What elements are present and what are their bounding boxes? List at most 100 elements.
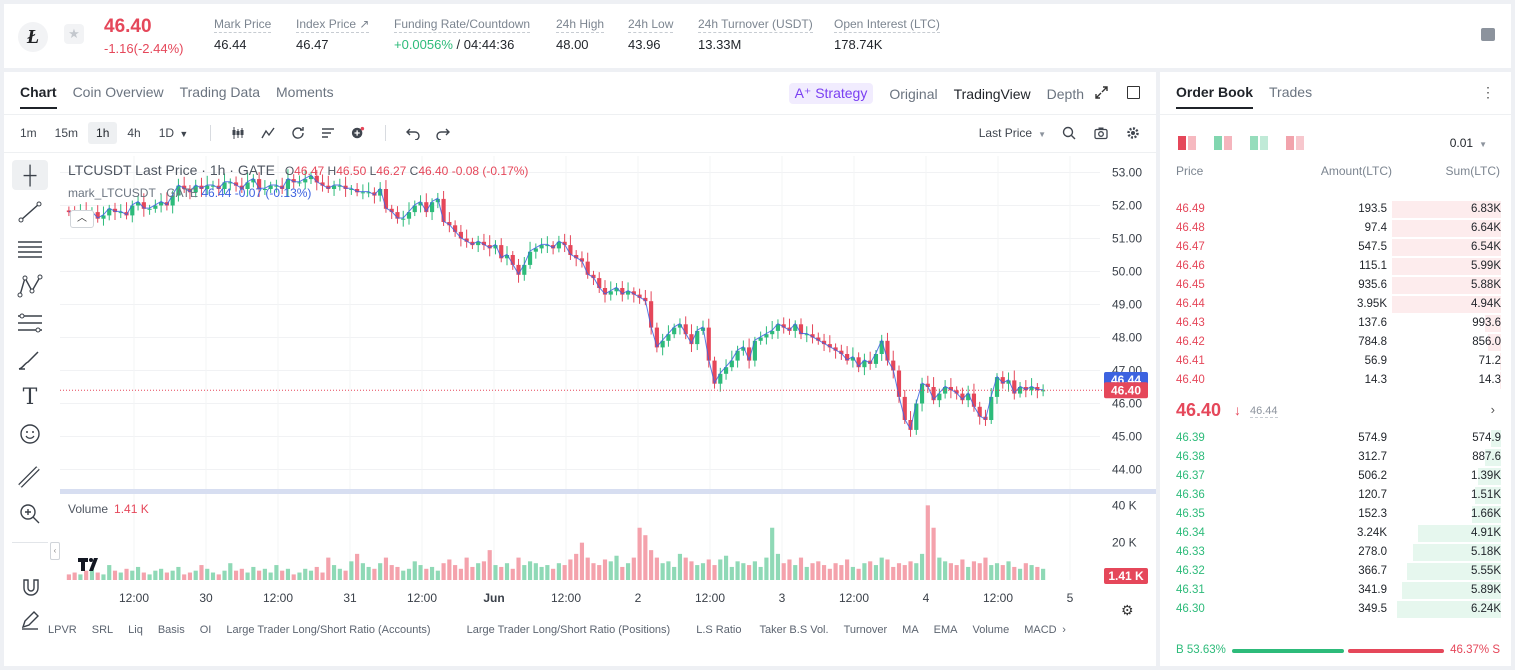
- emoji-icon[interactable]: [12, 419, 48, 449]
- indicator-macd[interactable]: MACD: [1024, 624, 1057, 636]
- price-cell: 46.31: [1176, 584, 1205, 596]
- pattern-icon[interactable]: [12, 271, 48, 301]
- collapse-sidebar-icon[interactable]: ‹: [50, 542, 60, 560]
- camera-icon[interactable]: [1094, 126, 1108, 140]
- ask-row[interactable]: 46.47 547.5 6.54K: [1160, 238, 1511, 257]
- bid-row[interactable]: 46.33 278.0 5.18K: [1160, 543, 1511, 562]
- candles-icon[interactable]: [231, 126, 245, 140]
- price-step-select[interactable]: 0.01 ▼: [1450, 136, 1487, 150]
- indicator-turnover[interactable]: Turnover: [843, 624, 888, 636]
- undo-icon[interactable]: [406, 126, 421, 140]
- tab-chart[interactable]: Chart: [20, 84, 57, 109]
- text-tool-icon[interactable]: T: [22, 384, 38, 410]
- ask-row[interactable]: 46.43 137.6 993.6: [1160, 314, 1511, 333]
- indicator-trader-accounts[interactable]: Large Trader Long/Short Ratio (Accounts): [226, 624, 431, 636]
- bid-row[interactable]: 46.30 349.5 6.24K: [1160, 600, 1511, 619]
- bid-row[interactable]: 46.36 120.7 1.51K: [1160, 486, 1511, 505]
- timeframe-1d[interactable]: 1D ▼: [151, 122, 197, 144]
- tab-coin-overview[interactable]: Coin Overview: [72, 84, 164, 100]
- tab-trades[interactable]: Trades: [1269, 84, 1313, 100]
- bid-row[interactable]: 46.35 152.3 1.66K: [1160, 505, 1511, 524]
- redo-icon[interactable]: [436, 126, 451, 140]
- strategy-button[interactable]: A⁺ Strategy: [788, 83, 874, 104]
- price-chart[interactable]: 53.0052.0051.0050.0049.0048.0047.0046.00…: [60, 156, 1156, 608]
- search-icon[interactable]: [1062, 126, 1076, 140]
- more-options-icon[interactable]: ⋮: [1481, 84, 1495, 100]
- bid-row[interactable]: 46.31 341.9 5.89K: [1160, 581, 1511, 600]
- book-icon[interactable]: [1481, 28, 1495, 41]
- indicator-oi[interactable]: OI: [199, 624, 212, 636]
- brush-icon[interactable]: [12, 345, 48, 375]
- window-icon[interactable]: [1127, 86, 1140, 99]
- indicator-trader-positions[interactable]: Large Trader Long/Short Ratio (Positions…: [466, 624, 671, 636]
- x-tick-label: 12:00: [839, 591, 869, 605]
- view-tradingview[interactable]: TradingView: [953, 85, 1031, 102]
- price-type-select[interactable]: Last Price ▼: [979, 126, 1046, 140]
- sum-cell: 5.88K: [1470, 279, 1501, 291]
- indicators-icon[interactable]: [261, 126, 275, 140]
- ask-row[interactable]: 46.46 115.1 5.99K: [1160, 257, 1511, 276]
- favorite-star-icon[interactable]: ★: [64, 24, 84, 44]
- volume-bar: [135, 566, 141, 580]
- timeframe-4h[interactable]: 4h: [127, 126, 141, 140]
- ask-row[interactable]: 46.41 56.9 71.2: [1160, 352, 1511, 371]
- candle: [135, 202, 141, 206]
- amount-cell: 574.9: [1358, 432, 1387, 444]
- chart-settings-icon[interactable]: ⚙: [1121, 602, 1134, 618]
- templates-icon[interactable]: [321, 126, 335, 140]
- index-price-stat[interactable]: Index Price ↗ 46.47: [296, 17, 370, 52]
- indicator-ema[interactable]: EMA: [933, 624, 958, 636]
- indicator-ls-ratio[interactable]: L.S Ratio: [696, 624, 742, 636]
- bid-row[interactable]: 46.39 574.9 574.9: [1160, 429, 1511, 448]
- indicator-ma[interactable]: MA: [902, 624, 919, 636]
- view-depth[interactable]: Depth: [1046, 85, 1084, 102]
- ask-row[interactable]: 46.42 784.8 856.0: [1160, 333, 1511, 352]
- both-sides-alt-icon[interactable]: [1214, 136, 1232, 150]
- view-original[interactable]: Original: [889, 85, 938, 102]
- index-price-label[interactable]: Index Price ↗: [296, 17, 370, 33]
- zoom-in-icon[interactable]: [12, 499, 48, 529]
- lock-drawing-icon[interactable]: [20, 610, 40, 630]
- magnet-icon[interactable]: [20, 576, 42, 598]
- bids-only-icon[interactable]: [1250, 136, 1268, 150]
- timeframe-15m[interactable]: 15m: [54, 126, 79, 140]
- tab-moments[interactable]: Moments: [276, 84, 334, 100]
- indicator-liq[interactable]: Liq: [128, 624, 143, 636]
- ask-row[interactable]: 46.40 14.3 14.3: [1160, 371, 1511, 390]
- fibonacci-icon[interactable]: [12, 308, 48, 338]
- indicator-srl[interactable]: SRL: [91, 624, 114, 636]
- crosshair-icon[interactable]: ┼: [12, 160, 48, 190]
- amount-cell: 547.5: [1358, 241, 1387, 253]
- ask-row[interactable]: 46.44 3.95K 4.94K: [1160, 295, 1511, 314]
- indicator-basis[interactable]: Basis: [157, 624, 185, 636]
- indicator-taker-vol[interactable]: Taker B.S Vol.: [759, 624, 829, 636]
- settings-gear-icon[interactable]: [1126, 126, 1140, 140]
- bid-row[interactable]: 46.38 312.7 887.6: [1160, 448, 1511, 467]
- ask-row[interactable]: 46.48 97.4 6.64K: [1160, 219, 1511, 238]
- indicator-volume[interactable]: Volume: [972, 624, 1010, 636]
- ask-row[interactable]: 46.49 193.5 6.83K: [1160, 200, 1511, 219]
- ruler-icon[interactable]: [12, 462, 48, 492]
- both-sides-icon[interactable]: [1178, 136, 1196, 150]
- timeframe-1m[interactable]: 1m: [20, 126, 37, 140]
- price-cell: 46.46: [1176, 260, 1205, 272]
- bid-row[interactable]: 46.32 366.7 5.55K: [1160, 562, 1511, 581]
- expand-icon[interactable]: [1095, 86, 1108, 99]
- indicator-lpvr[interactable]: LPVR: [48, 624, 77, 636]
- trendline-icon[interactable]: [12, 197, 48, 227]
- horizontal-lines-icon[interactable]: [12, 234, 48, 264]
- add-indicator-icon[interactable]: [351, 126, 365, 140]
- tab-trading-data[interactable]: Trading Data: [179, 84, 261, 100]
- tradingview-logo[interactable]: [76, 554, 104, 574]
- tab-order-book[interactable]: Order Book: [1176, 84, 1254, 109]
- bid-row[interactable]: 46.34 3.24K 4.91K: [1160, 524, 1511, 543]
- bid-row[interactable]: 46.37 506.2 1.39K: [1160, 467, 1511, 486]
- chevron-right-icon[interactable]: ›: [1490, 402, 1495, 417]
- refresh-icon[interactable]: [291, 126, 305, 140]
- sum-cell: 856.0: [1472, 336, 1501, 348]
- asks-only-icon[interactable]: [1286, 136, 1304, 150]
- scroll-right-icon[interactable]: ›: [1062, 624, 1066, 636]
- collapse-legend-icon[interactable]: ︿: [70, 210, 94, 228]
- timeframe-1h[interactable]: 1h: [88, 122, 118, 144]
- ask-row[interactable]: 46.45 935.6 5.88K: [1160, 276, 1511, 295]
